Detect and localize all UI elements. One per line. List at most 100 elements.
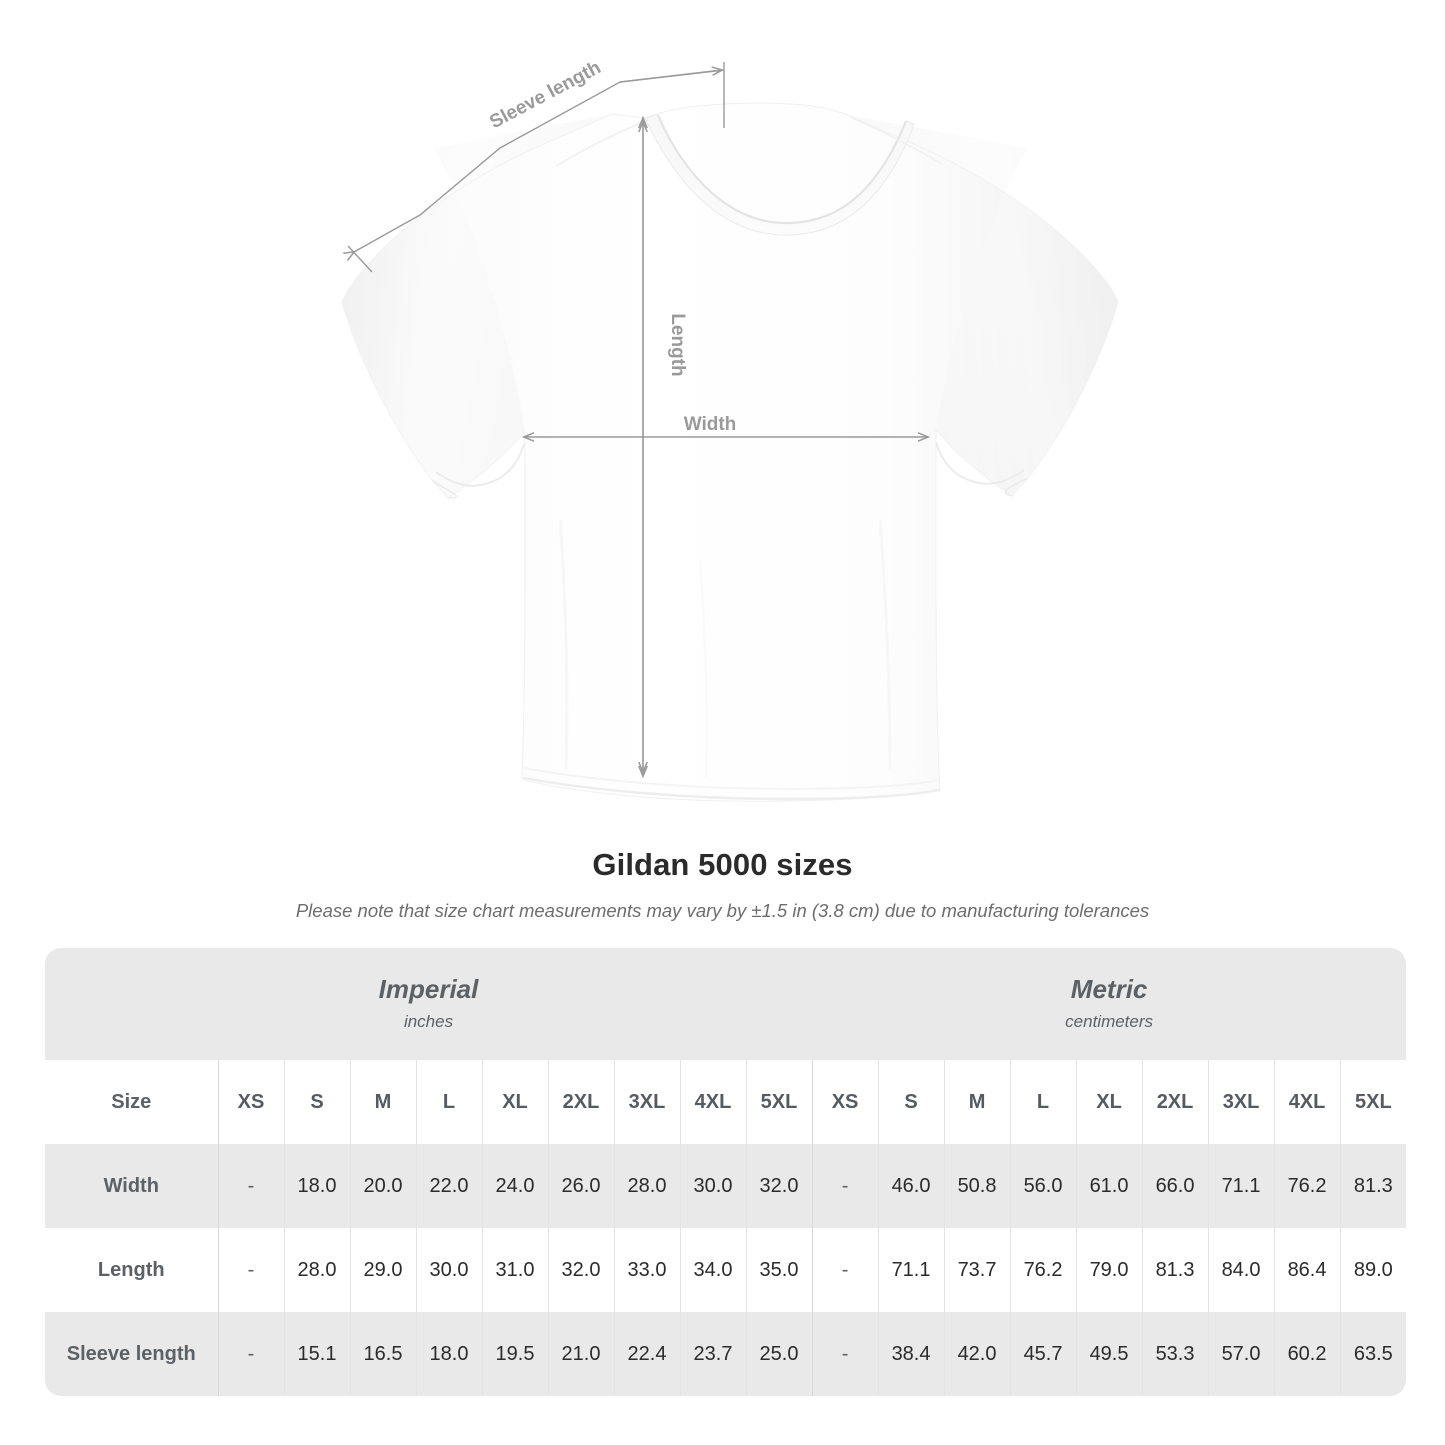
unit-sublabel: inches	[403, 1012, 454, 1031]
size-header-imperial-xl: XL	[481, 1060, 548, 1144]
cell-imperial-sleeve-length-5xl: 25.0	[745, 1312, 813, 1396]
cell-metric-length-4xl: 86.4	[1273, 1228, 1341, 1312]
size-header-metric-3xl: 3XL	[1207, 1060, 1275, 1144]
cell-imperial-width-s: 18.0	[283, 1144, 350, 1228]
cell-metric-width-xl: 61.0	[1075, 1144, 1143, 1228]
cell-imperial-sleeve-length-s: 15.1	[283, 1312, 350, 1396]
chart-heading: Gildan 5000 sizes Please note that size …	[0, 845, 1445, 923]
size-header-imperial-5xl: 5XL	[745, 1060, 813, 1144]
cell-imperial-sleeve-length-2xl: 21.0	[547, 1312, 614, 1396]
size-label-cell: Size	[45, 1060, 219, 1144]
cell-metric-width-3xl: 71.1	[1207, 1144, 1275, 1228]
cell-metric-sleeve-length-m: 42.0	[943, 1312, 1011, 1396]
cell-imperial-width-5xl: 32.0	[745, 1144, 813, 1228]
cell-imperial-length-2xl: 32.0	[547, 1228, 614, 1312]
table-row: Sleeve length -15.1 16.5 18.0 19.5 21.0 22.4 23…	[45, 1312, 1407, 1396]
cell-metric-width-5xl: 81.3	[1339, 1144, 1407, 1228]
cell-imperial-width-xl: 24.0	[481, 1144, 548, 1228]
size-header-imperial-m: M	[349, 1060, 416, 1144]
cell-metric-sleeve-length-xs: -	[811, 1312, 879, 1396]
cell-metric-length-xl: 79.0	[1075, 1228, 1143, 1312]
cell-metric-length-l: 76.2	[1009, 1228, 1077, 1312]
cell-imperial-sleeve-length-m: 16.5	[349, 1312, 416, 1396]
cell-metric-length-s: 71.1	[877, 1228, 945, 1312]
unit-sublabel: centimeters	[1065, 1012, 1154, 1031]
size-header-imperial-3xl: 3XL	[613, 1060, 680, 1144]
size-header-row: Size XS S M L XL 2XL 3XL 4XL 5XL XS S M L XL 2XL 3XL 4XL 5…	[45, 1060, 1407, 1144]
cell-metric-width-xs: -	[811, 1144, 879, 1228]
tshirt-right-sleeve	[848, 115, 1118, 496]
cell-imperial-sleeve-length-xs: -	[218, 1312, 284, 1396]
cell-metric-length-xs: -	[811, 1228, 879, 1312]
cell-imperial-width-xs: -	[218, 1144, 284, 1228]
cell-imperial-length-l: 30.0	[415, 1228, 482, 1312]
unit-band-row: Imperial inches Metric centimeters	[45, 948, 1407, 1060]
tolerance-note: Please note that size chart measurements…	[295, 900, 1150, 921]
cell-imperial-length-xl: 31.0	[481, 1228, 548, 1312]
cell-metric-sleeve-length-5xl: 63.5	[1339, 1312, 1407, 1396]
cell-metric-width-2xl: 66.0	[1141, 1144, 1209, 1228]
size-header-imperial-l: L	[415, 1060, 482, 1144]
cell-imperial-width-3xl: 28.0	[613, 1144, 680, 1228]
cell-imperial-length-3xl: 33.0	[613, 1228, 680, 1312]
size-header-imperial-xs: XS	[218, 1060, 284, 1144]
cell-imperial-sleeve-length-4xl: 23.7	[679, 1312, 746, 1396]
cell-imperial-width-4xl: 30.0	[679, 1144, 746, 1228]
cell-metric-sleeve-length-4xl: 60.2	[1273, 1312, 1341, 1396]
unit-name: Imperial	[378, 974, 479, 1004]
size-header-imperial-2xl: 2XL	[547, 1060, 614, 1144]
unit-header-metric: Metric centimeters	[812, 948, 1407, 1060]
table-row: Length -28.0 29.0 30.0 31.0 32.0 33.0 34.0 35.0-…	[45, 1228, 1407, 1312]
cell-metric-width-l: 56.0	[1009, 1144, 1077, 1228]
cell-imperial-sleeve-length-xl: 19.5	[481, 1312, 548, 1396]
cell-imperial-length-s: 28.0	[283, 1228, 350, 1312]
cell-metric-sleeve-length-3xl: 57.0	[1207, 1312, 1275, 1396]
cell-imperial-width-2xl: 26.0	[547, 1144, 614, 1228]
cell-metric-sleeve-length-xl: 49.5	[1075, 1312, 1143, 1396]
tshirt-bottom-hem	[523, 776, 941, 801]
size-header-metric-xl: XL	[1075, 1060, 1143, 1144]
measurement-lines	[348, 62, 928, 776]
tshirt-shape	[341, 102, 1119, 802]
cell-imperial-length-5xl: 35.0	[745, 1228, 813, 1312]
cell-imperial-length-4xl: 34.0	[679, 1228, 746, 1312]
length-label: Length	[667, 313, 688, 376]
page-title: Gildan 5000 sizes	[592, 847, 853, 882]
tshirt-diagram: Sleeve length Length Width	[341, 57, 1119, 802]
size-header-metric-l: L	[1009, 1060, 1077, 1144]
cell-imperial-width-l: 22.0	[415, 1144, 482, 1228]
cell-metric-sleeve-length-s: 38.4	[877, 1312, 945, 1396]
row-label-width: Width	[45, 1144, 219, 1228]
cell-metric-length-m: 73.7	[943, 1228, 1011, 1312]
cell-metric-length-3xl: 84.0	[1207, 1228, 1275, 1312]
cell-imperial-length-m: 29.0	[349, 1228, 416, 1312]
cell-imperial-length-xs: -	[218, 1228, 284, 1312]
size-header-metric-m: M	[943, 1060, 1011, 1144]
size-header-metric-xs: XS	[811, 1060, 879, 1144]
cell-metric-sleeve-length-l: 45.7	[1009, 1312, 1077, 1396]
size-header-imperial-4xl: 4XL	[679, 1060, 746, 1144]
unit-name: Metric	[1070, 974, 1148, 1004]
width-label: Width	[684, 414, 737, 435]
tshirt-left-sleeve	[342, 114, 612, 498]
sleeve-length-measure	[348, 62, 725, 273]
row-label-length: Length	[45, 1228, 219, 1312]
size-chart-table: Imperial inches Metric centimeters Size XS S M L…	[45, 948, 1407, 1396]
cell-metric-length-2xl: 81.3	[1141, 1228, 1209, 1312]
size-header-imperial-s: S	[283, 1060, 350, 1144]
cell-metric-width-s: 46.0	[877, 1144, 945, 1228]
size-header-metric-s: S	[877, 1060, 945, 1144]
table-row: Width -18.0 20.0 22.0 24.0 26.0 28.0 30.0 32.0-4…	[45, 1144, 1407, 1228]
cell-metric-sleeve-length-2xl: 53.3	[1141, 1312, 1209, 1396]
cell-imperial-sleeve-length-3xl: 22.4	[613, 1312, 680, 1396]
cell-metric-width-4xl: 76.2	[1273, 1144, 1341, 1228]
unit-header-imperial: Imperial inches	[45, 948, 813, 1060]
size-header-metric-2xl: 2XL	[1141, 1060, 1209, 1144]
size-chart-table-wrapper: Imperial inches Metric centimeters Size XS S M L…	[45, 948, 1407, 1396]
cell-imperial-width-m: 20.0	[349, 1144, 416, 1228]
cell-metric-length-5xl: 89.0	[1339, 1228, 1407, 1312]
size-header-metric-4xl: 4XL	[1273, 1060, 1341, 1144]
size-header-metric-5xl: 5XL	[1339, 1060, 1407, 1144]
cell-metric-width-m: 50.8	[943, 1144, 1011, 1228]
cell-imperial-sleeve-length-l: 18.0	[415, 1312, 482, 1396]
